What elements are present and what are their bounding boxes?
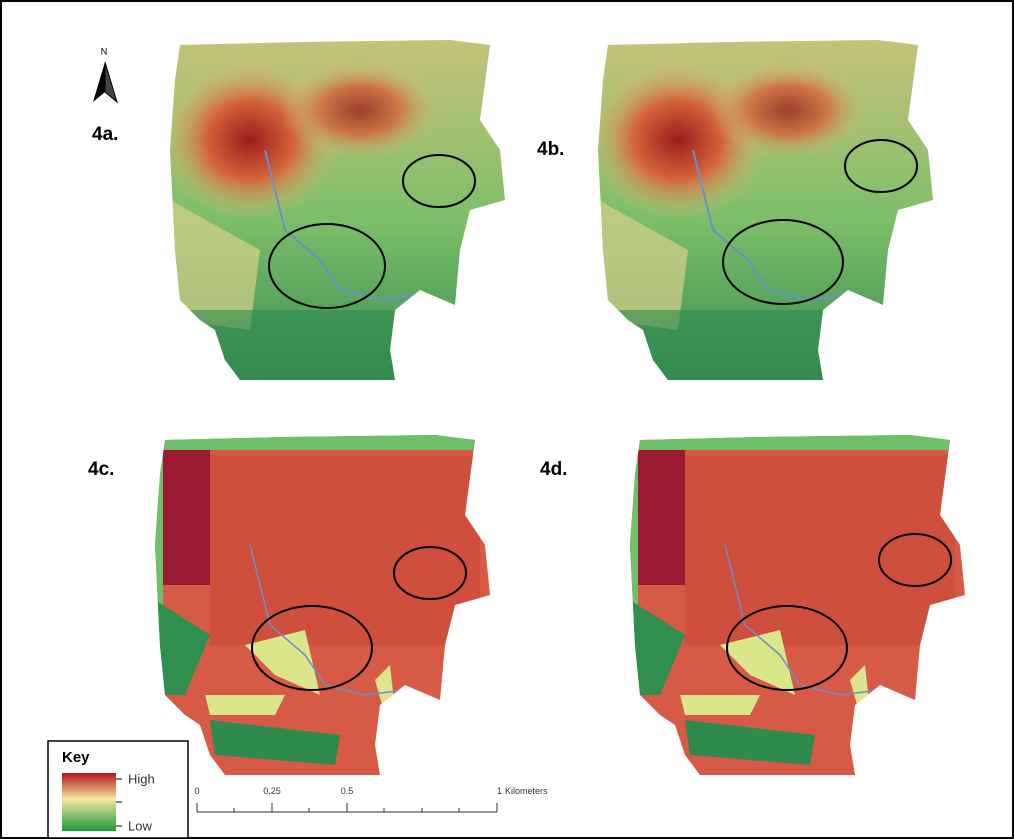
page: 4a. 4b. 4c. 4d. N Key High Low 0 0.25 0.5 1Kil… [0, 0, 1014, 839]
scale-unit: Kilometers [505, 786, 548, 796]
scale-value: 0.5 [341, 786, 354, 796]
figure: 4a. 4b. 4c. 4d. N Key High Low 0 0.25 0.5 1Kil… [0, 0, 1014, 839]
legend-high: High [128, 771, 155, 786]
scale-value: 0 [194, 786, 199, 796]
scale-label: 0 [194, 786, 199, 796]
scale-value: 1 [497, 786, 502, 796]
legend-title: Key [62, 749, 90, 766]
scale-label: 0.5 [341, 786, 354, 796]
panel-label: 4d. [540, 459, 567, 480]
panel-label: 4a. [92, 124, 118, 145]
scale-label: 0.25 [263, 786, 281, 796]
north-label: N [101, 46, 108, 56]
panel-label: 4b. [537, 139, 564, 160]
legend: Key High Low [48, 741, 188, 838]
legend-low: Low [128, 818, 152, 833]
scale-value: 0.25 [263, 786, 281, 796]
panel-label: 4c. [88, 459, 114, 480]
